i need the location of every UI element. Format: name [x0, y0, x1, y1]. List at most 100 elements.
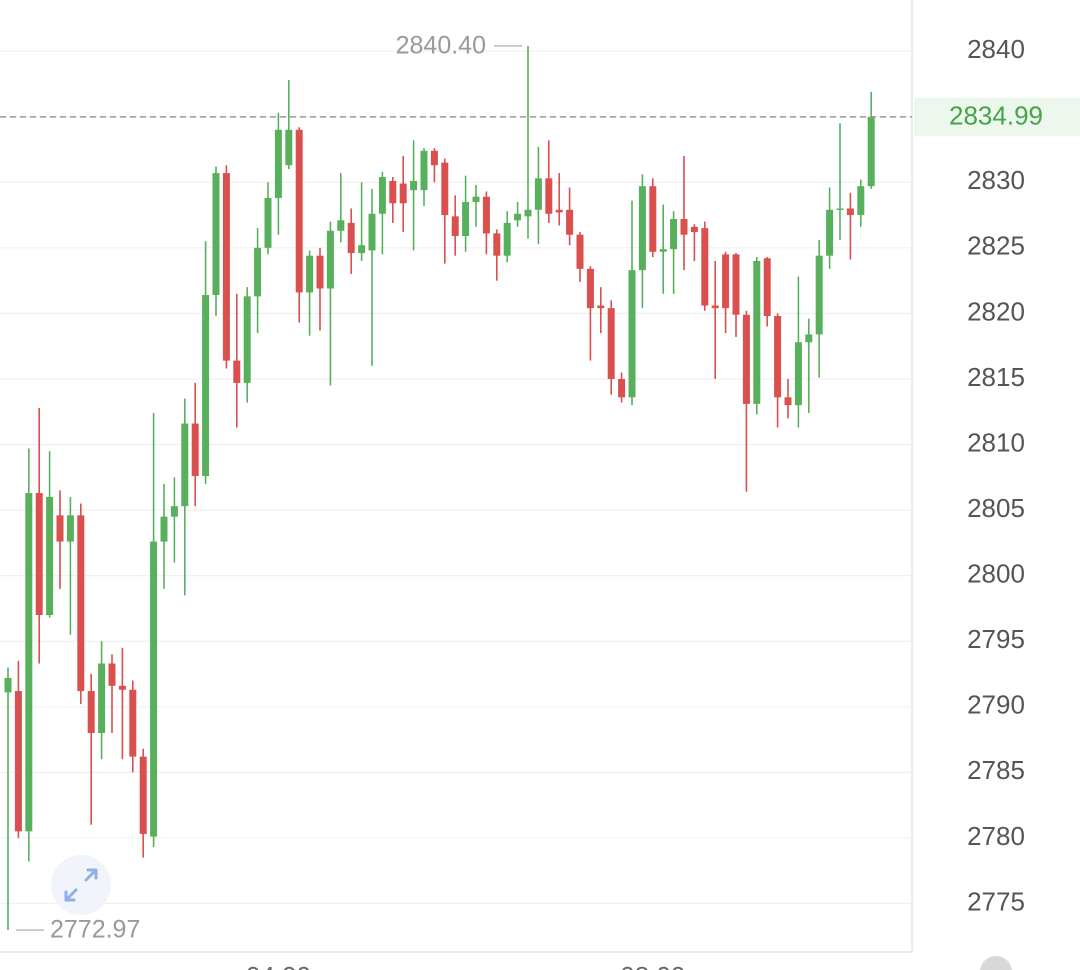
candle-body	[670, 218, 678, 250]
candle-body	[35, 493, 43, 615]
y-tick-label: 2825	[967, 231, 1025, 261]
candle-body	[576, 234, 584, 269]
candle-body	[389, 180, 397, 204]
candle-body	[129, 689, 137, 757]
candle-body	[14, 691, 22, 832]
x-tick-label: 04:00	[246, 961, 311, 970]
candle-body	[191, 423, 199, 476]
candle-body	[566, 209, 574, 235]
candle-body	[586, 268, 594, 309]
candle-body	[638, 186, 646, 271]
candle-body	[649, 186, 657, 252]
y-tick-label: 2785	[967, 755, 1025, 785]
candle-body	[545, 178, 553, 214]
last-price-badge	[914, 97, 1080, 136]
candle-body	[680, 218, 688, 235]
candle-body	[326, 230, 334, 289]
candle-body	[628, 270, 636, 398]
candle-body	[597, 305, 605, 309]
candle-body	[420, 150, 428, 191]
candle-body	[534, 178, 542, 210]
min-annotation: 2772.97	[50, 916, 140, 944]
candle-body	[711, 305, 719, 309]
settings-icon[interactable]	[980, 956, 1012, 970]
candle-body	[784, 397, 792, 406]
candle-body	[150, 541, 158, 837]
candle-body	[316, 255, 324, 289]
expand-button[interactable]	[51, 855, 111, 915]
candle-body	[503, 222, 511, 256]
candle-body	[274, 129, 282, 199]
candle-body	[462, 201, 470, 237]
candle-body	[722, 254, 730, 309]
y-tick-label: 2805	[967, 493, 1025, 523]
expand-button-bg[interactable]	[51, 855, 111, 915]
candle-body	[347, 222, 355, 254]
candle-body	[254, 247, 262, 297]
candle-body	[701, 228, 709, 306]
candle-body	[430, 150, 438, 166]
y-tick-label: 2830	[967, 165, 1025, 195]
candle-body	[618, 378, 626, 398]
y-tick-label: 2800	[967, 559, 1025, 589]
candle-body	[4, 677, 12, 693]
candle-body	[233, 360, 241, 383]
y-tick-label: 2810	[967, 427, 1025, 457]
candle-body	[836, 208, 844, 210]
candle-body	[659, 249, 667, 252]
candle-body	[482, 196, 490, 234]
candle-body	[243, 296, 251, 383]
candle-body	[285, 129, 293, 166]
candle-body	[181, 423, 189, 507]
candle-body	[337, 220, 345, 231]
candle-body	[441, 162, 449, 216]
last-price-label: 2834.99	[949, 101, 1043, 131]
candle-body	[826, 209, 834, 256]
y-tick-label: 2840	[967, 34, 1025, 64]
max-annotation: 2840.40	[396, 32, 486, 60]
candle-body	[524, 209, 532, 217]
candle-body	[202, 295, 210, 476]
x-tick-label: 08:00	[620, 961, 685, 970]
y-tick-label: 2820	[967, 296, 1025, 326]
expand-icon[interactable]	[64, 868, 98, 902]
candle-body	[108, 663, 116, 686]
candle-body	[139, 756, 147, 834]
candle-body	[555, 209, 563, 213]
candle-body	[25, 493, 33, 832]
y-tick-label: 2815	[967, 362, 1025, 392]
candle-body	[118, 685, 126, 690]
candle-body	[77, 515, 85, 692]
candle-body	[98, 663, 106, 734]
candle-body	[867, 116, 875, 187]
candle-body	[222, 173, 230, 361]
candle-body	[732, 254, 740, 315]
y-tick-label: 2780	[967, 821, 1025, 851]
candle-body	[753, 260, 761, 404]
candle-body	[264, 198, 272, 248]
candle-body	[410, 180, 418, 191]
y-tick-label: 2795	[967, 624, 1025, 654]
candle-body	[857, 186, 865, 216]
candle-body	[306, 255, 314, 293]
y-tick-label: 2790	[967, 690, 1025, 720]
candle-body	[170, 506, 178, 517]
candle-body	[514, 213, 522, 221]
candle-body	[358, 245, 366, 254]
candle-body	[368, 213, 376, 251]
candle-body	[815, 255, 823, 335]
candle-body	[794, 342, 802, 406]
candle-body	[160, 516, 168, 542]
y-tick-label: 2775	[967, 886, 1025, 916]
candle-body	[66, 515, 74, 542]
candle-body	[774, 316, 782, 398]
candle-body	[472, 196, 480, 202]
candle-body	[46, 496, 54, 615]
candle-body	[212, 173, 220, 296]
candle-body	[805, 334, 813, 343]
candle-body	[295, 129, 303, 293]
candle-body	[607, 308, 615, 379]
candle-body	[493, 233, 501, 256]
candle-body	[846, 208, 854, 216]
